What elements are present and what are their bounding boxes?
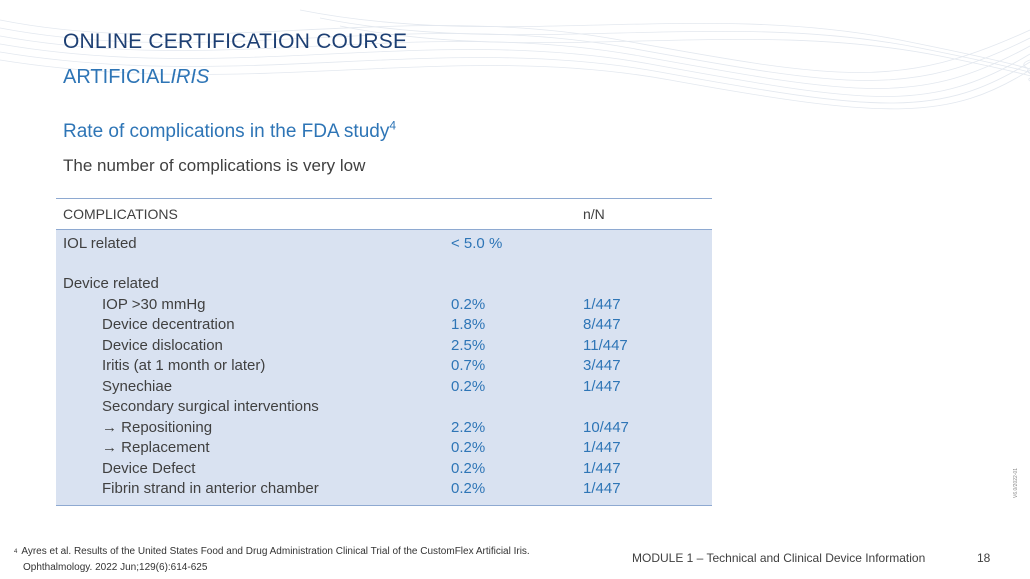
section-title-text: Rate of complications in the FDA study	[63, 121, 390, 142]
table-row: Secondary surgical interventions	[56, 398, 712, 418]
course-subtitle: ARTIFICIALIRIS	[63, 66, 209, 89]
table-body: IOL related < 5.0 % Device related IOP >…	[56, 230, 712, 506]
footnote-mark: 4	[14, 549, 18, 555]
row-count: 1/447	[583, 460, 621, 477]
table-row: Device Defect 0.2% 1/447	[56, 460, 712, 480]
row-percentage: < 5.0 %	[451, 235, 503, 252]
row-percentage: 0.2%	[451, 296, 486, 313]
row-label: Secondary surgical interventions	[102, 398, 319, 415]
row-count: 8/447	[583, 316, 621, 333]
decorative-wave-background	[0, 9, 1030, 110]
header-n-over-n: n/N	[583, 206, 605, 222]
footnote-line2: Ophthalmology. 2022 Jun;129(6):614-625	[23, 562, 208, 573]
row-label: IOP >30 mmHg	[102, 296, 206, 313]
row-label: Device related	[63, 275, 159, 292]
section-title-reference: 4	[389, 118, 397, 133]
row-count: 1/447	[583, 296, 621, 313]
table-row: → Repositioning 2.2% 10/447	[56, 419, 712, 439]
row-count: 10/447	[583, 419, 629, 436]
row-percentage: 2.5%	[451, 337, 486, 354]
table-row: Iritis (at 1 month or later) 0.7% 3/447	[56, 357, 712, 377]
table-header: COMPLICATIONS n/N	[56, 198, 712, 230]
page-number: 18	[977, 551, 991, 565]
course-subtitle-part2: IRIS	[170, 66, 210, 88]
row-percentage: 2.2%	[451, 419, 486, 436]
row-percentage: 1.8%	[451, 316, 486, 333]
row-label: Device Defect	[102, 460, 196, 477]
table-row: IOL related < 5.0 %	[56, 235, 712, 255]
row-count: 3/447	[583, 357, 621, 374]
row-percentage: 0.2%	[451, 439, 486, 456]
version-code: V6.0/2022-01	[1013, 467, 1019, 498]
row-label: Synechiae	[102, 378, 173, 395]
row-label: Device dislocation	[102, 337, 223, 354]
table-row: Device decentration 1.8% 8/447	[56, 316, 712, 336]
table-row: Device related	[56, 275, 712, 295]
row-count: 1/447	[583, 439, 621, 456]
table-row: Fibrin strand in anterior chamber 0.2% 1…	[56, 480, 712, 500]
row-count: 1/447	[583, 378, 621, 395]
section-subtitle: The number of complications is very low	[63, 156, 366, 175]
table-row: → Replacement 0.2% 1/447	[56, 439, 712, 459]
row-label: Fibrin strand in anterior chamber	[102, 480, 319, 497]
row-count: 1/447	[583, 480, 621, 497]
row-percentage: 0.2%	[451, 460, 486, 477]
course-subtitle-part1: ARTIFICIAL	[63, 66, 171, 88]
section-title: Rate of complications in the FDA study4	[63, 118, 397, 143]
row-label: → Repositioning	[102, 419, 213, 436]
row-count: 11/447	[583, 337, 628, 354]
module-label: MODULE 1 – Technical and Clinical Device…	[632, 551, 926, 565]
row-percentage: 0.7%	[451, 357, 486, 374]
row-label: IOL related	[63, 235, 137, 252]
row-percentage: 0.2%	[451, 378, 486, 395]
header-complications: COMPLICATIONS	[63, 206, 178, 222]
row-label: Iritis (at 1 month or later)	[102, 357, 266, 374]
table-row: Device dislocation 2.5% 11/447	[56, 337, 712, 357]
footnote-line1: Ayres et al. Results of the United State…	[21, 546, 530, 557]
table-row: IOP >30 mmHg 0.2% 1/447	[56, 296, 712, 316]
complications-table: COMPLICATIONS n/N IOL related < 5.0 % De…	[56, 198, 712, 506]
row-label: → Replacement	[102, 439, 210, 456]
course-title: ONLINE CERTIFICATION COURSE	[63, 30, 408, 53]
row-label: Device decentration	[102, 316, 235, 333]
table-row: Synechiae 0.2% 1/447	[56, 378, 712, 398]
row-percentage: 0.2%	[451, 480, 486, 497]
footnote: 4 Ayres et al. Results of the United Stat…	[14, 544, 530, 576]
table-row	[56, 255, 712, 275]
